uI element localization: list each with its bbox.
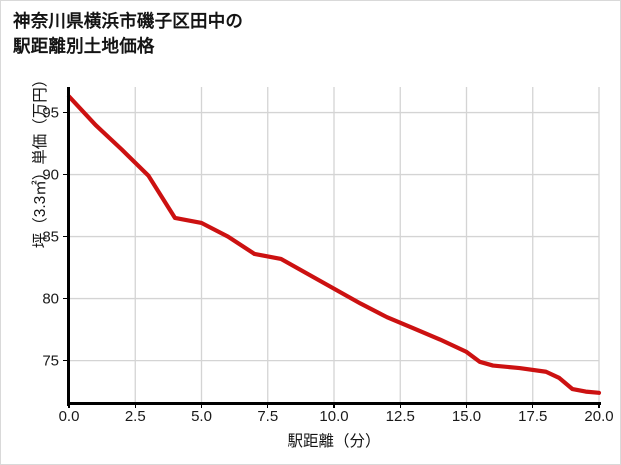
y-axis-ticks: 75 80 85 90 95 — [13, 1, 59, 464]
x-tick-mark — [267, 404, 269, 408]
x-tick-mark — [399, 404, 401, 408]
y-tick-label: 80 — [42, 290, 59, 308]
y-axis-spine — [67, 87, 70, 406]
plot-area — [66, 87, 602, 404]
x-tick-label: 20.0 — [584, 408, 614, 425]
y-tick-label: 75 — [42, 352, 59, 370]
x-tick-mark — [200, 404, 203, 408]
x-tick-label: 17.5 — [518, 408, 548, 425]
y-tick-mark — [63, 359, 67, 362]
x-tick-label: 12.5 — [385, 408, 415, 425]
y-tick-label: 90 — [42, 166, 59, 184]
x-axis-spine — [67, 402, 601, 405]
x-tick-mark — [68, 404, 70, 408]
grid-lines — [68, 87, 600, 404]
data-line-series — [66, 94, 602, 395]
x-tick-label: 2.5 — [124, 408, 146, 425]
y-axis-label: 坪（3.3㎡）単価（万円） — [32, 71, 49, 249]
y-tick-mark — [63, 173, 67, 176]
x-axis-label: 駅距離（分） — [287, 433, 381, 450]
y-tick-label: 85 — [42, 228, 59, 246]
x-tick-mark — [333, 404, 335, 408]
y-tick-mark — [63, 111, 67, 114]
x-tick-mark — [598, 404, 600, 408]
x-tick-label: 0.0 — [58, 408, 80, 425]
y-tick-mark — [63, 235, 67, 238]
x-tick-mark — [532, 404, 534, 408]
x-tick-label: 10.0 — [319, 408, 349, 425]
x-tick-mark — [465, 404, 468, 408]
x-tick-mark — [134, 404, 136, 408]
x-tick-label: 7.5 — [257, 408, 279, 425]
y-tick-mark — [63, 297, 67, 300]
page-title: 神奈川県横浜市磯子区田中の 駅距離別土地価格 — [13, 11, 244, 57]
x-tick-label: 5.0 — [191, 408, 212, 425]
y-tick-label: 95 — [42, 104, 59, 122]
x-tick-label: 15.0 — [451, 408, 482, 425]
